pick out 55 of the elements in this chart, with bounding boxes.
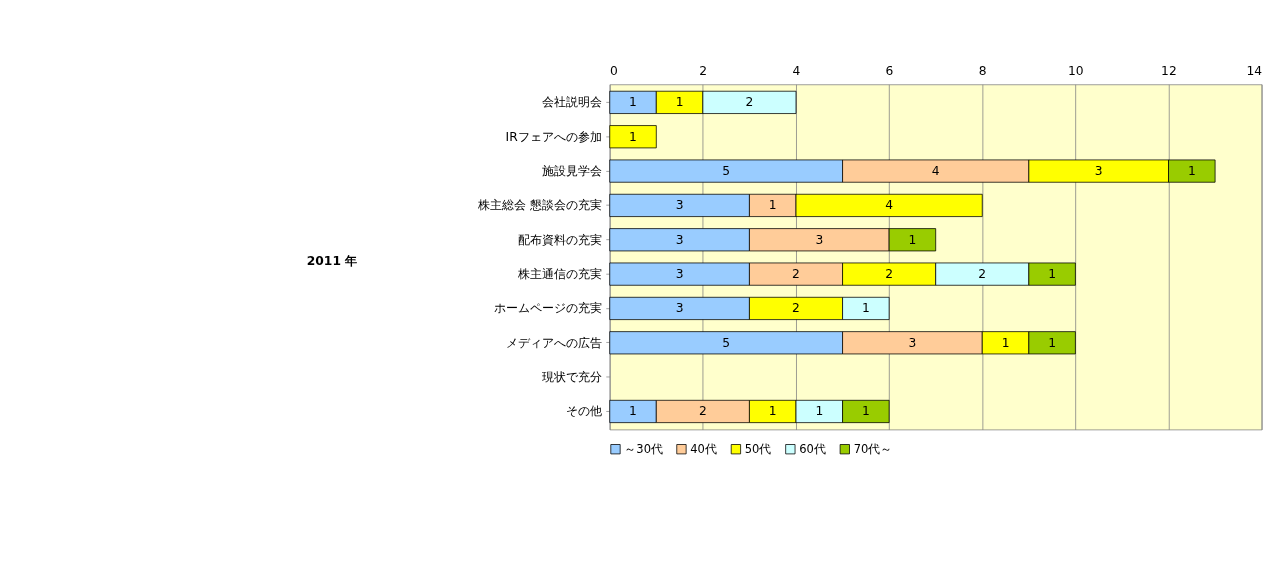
data-label: 1 <box>1048 266 1057 281</box>
y-tick-label: 配布資料の充実 <box>517 232 602 247</box>
data-label: 5 <box>722 163 731 178</box>
y-tick-label: その他 <box>565 404 602 419</box>
text: 2011 年 <box>306 253 358 268</box>
data-label: 1 <box>629 129 637 144</box>
data-label: 3 <box>815 232 824 247</box>
legend-label: 50代 <box>744 442 772 457</box>
y-tick-label: 株主総会 懇談会の充実 <box>476 198 602 213</box>
x-tick-label: 8 <box>978 63 987 78</box>
x-tick-label: 2 <box>699 63 708 78</box>
data-label: 1 <box>675 95 684 110</box>
x-tick-label: 6 <box>885 63 894 78</box>
x-tick-label: 0 <box>610 63 618 78</box>
legend-label: 70代～ <box>853 442 893 457</box>
data-label: 2 <box>745 95 754 110</box>
data-label: 3 <box>908 335 917 350</box>
y-tick-label: 現状で充分 <box>541 369 602 384</box>
data-label: 1 <box>815 404 824 419</box>
y-tick-label: ホームページの充実 <box>493 301 602 316</box>
data-label: 1 <box>1048 335 1057 350</box>
data-label: 2 <box>978 266 987 281</box>
data-label: 2 <box>698 404 707 419</box>
y-tick-label: IRフェアへの参加 <box>505 129 602 144</box>
data-label: 1 <box>1187 163 1196 178</box>
data-label: 2 <box>885 266 894 281</box>
y-tick-label: メディアへの広告 <box>505 335 602 350</box>
y-tick-label: 施設見学会 <box>541 163 602 178</box>
data-label: 4 <box>885 198 894 213</box>
data-label: 3 <box>675 301 684 316</box>
data-label: 1 <box>768 404 777 419</box>
legend-label: 40代 <box>690 442 717 457</box>
y-tick-label: 会社説明会 <box>541 95 602 110</box>
x-tick-label: 12 <box>1161 63 1177 78</box>
data-label: 1 <box>861 301 870 316</box>
data-label: 3 <box>1094 163 1103 178</box>
y-tick-label: 株主通信の充実 <box>516 266 602 281</box>
data-label: 1 <box>768 198 777 213</box>
data-label: 4 <box>931 163 940 178</box>
data-label: 3 <box>675 266 684 281</box>
data-label: 1 <box>861 404 870 419</box>
legend-label: 60代 <box>799 442 826 457</box>
data-label: 2 <box>792 301 800 316</box>
x-tick-label: 14 <box>1246 63 1263 78</box>
x-tick-label: 10 <box>1067 63 1084 78</box>
data-label: 2 <box>792 266 800 281</box>
legend-label: ～30代 <box>624 442 663 457</box>
data-label: 1 <box>629 95 637 110</box>
data-label: 3 <box>675 198 684 213</box>
data-label: 5 <box>722 335 731 350</box>
data-label: 1 <box>629 404 637 419</box>
data-label: 1 <box>1001 335 1010 350</box>
data-label: 3 <box>675 232 684 247</box>
data-label: 1 <box>908 232 917 247</box>
x-tick-label: 4 <box>792 63 801 78</box>
